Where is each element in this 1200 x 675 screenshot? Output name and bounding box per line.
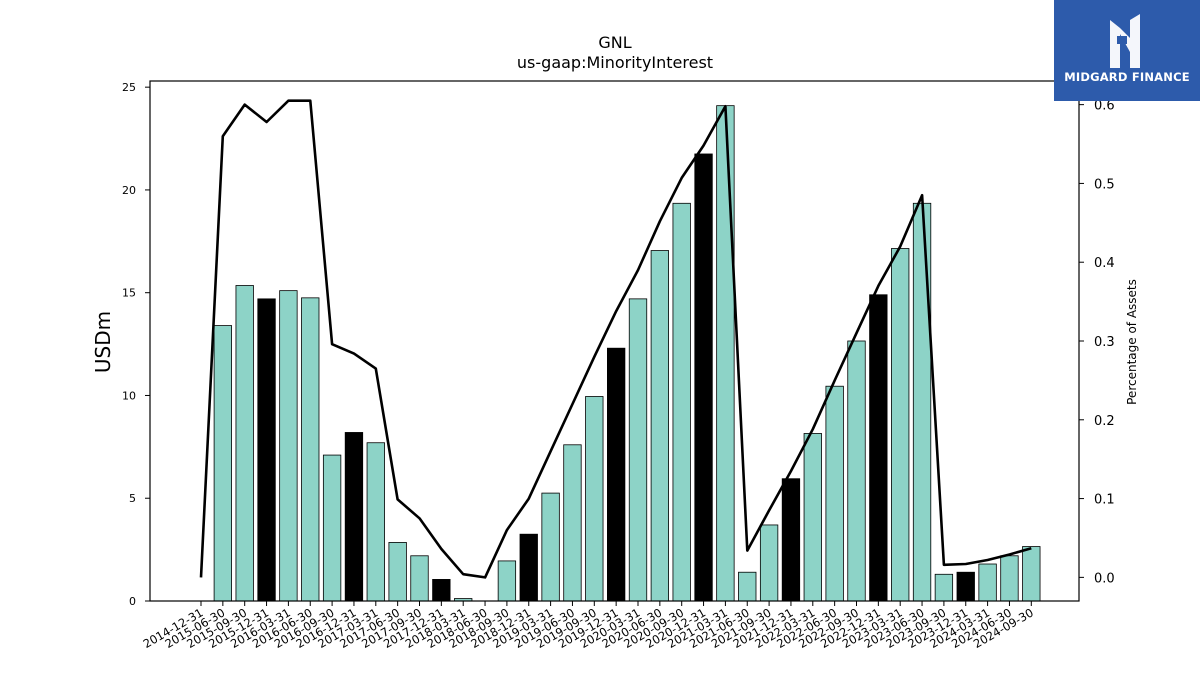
bar (781, 478, 801, 602)
y2-tick-label: 0.6 (1094, 99, 1115, 114)
bar (235, 285, 254, 602)
bar (213, 325, 233, 602)
y-axis-label: USDm (91, 311, 115, 373)
x-axis: 2014-12-312015-06-302015-09-302015-12-31… (141, 601, 1036, 651)
y2-tick-label: 0.2 (1094, 414, 1115, 429)
y2-axis-label: Percentage of Assets (1125, 279, 1139, 405)
bar (519, 533, 538, 602)
bar (891, 248, 910, 602)
y2-tick-label: 0.4 (1094, 256, 1115, 271)
chart-subtitle: us-gaap:MinorityInterest (517, 53, 713, 72)
bar-group (213, 105, 1041, 602)
chart-title: GNL (598, 33, 631, 52)
bar (585, 396, 604, 602)
bar (628, 298, 648, 602)
bar (847, 340, 866, 602)
bar (650, 250, 669, 602)
y-tick-label: 25 (122, 81, 136, 94)
bar (1000, 555, 1019, 602)
bar (366, 442, 385, 602)
line-layer (199, 99, 1032, 579)
y-tick-label: 0 (129, 595, 136, 608)
y2-axis: 0.0 0.1 0.2 0.3 0.4 0.5 0.6 (1079, 99, 1115, 586)
bar (803, 433, 822, 602)
bar (716, 105, 735, 602)
percentage-line (199, 99, 1032, 579)
logo-text: MIDGARD FINANCE (1064, 70, 1190, 84)
bar (912, 202, 932, 602)
y2-tick-label: 0.3 (1094, 335, 1115, 350)
brand-logo: MIDGARD FINANCE (1054, 0, 1200, 101)
bar (410, 555, 429, 602)
bar (694, 153, 713, 602)
bar (432, 579, 451, 602)
y2-tick-label: 0.5 (1094, 177, 1115, 192)
y-axis: 0 5 10 15 20 25 (122, 81, 150, 608)
y2-tick-label: 0.1 (1094, 493, 1115, 508)
bar (738, 571, 757, 602)
bar (388, 542, 407, 602)
bar (672, 202, 691, 602)
bar (279, 290, 298, 602)
y2-tick-label: 0.0 (1094, 571, 1115, 586)
bar (322, 454, 342, 602)
bar (956, 571, 975, 602)
bar (497, 560, 517, 602)
bar (607, 347, 626, 602)
bar (344, 432, 364, 602)
bar (257, 298, 276, 602)
bar (1022, 546, 1041, 602)
bar (869, 294, 888, 602)
y-tick-label: 5 (129, 492, 136, 505)
bar (563, 444, 582, 602)
bar (934, 573, 954, 602)
bar (759, 524, 779, 602)
logo-mark-icon (1110, 14, 1140, 68)
bar (978, 563, 997, 602)
bar (825, 385, 844, 602)
bar (541, 492, 560, 602)
bar (301, 297, 320, 602)
y-tick-label: 20 (122, 184, 136, 197)
y-tick-label: 10 (122, 389, 136, 402)
y-tick-label: 15 (122, 287, 136, 300)
